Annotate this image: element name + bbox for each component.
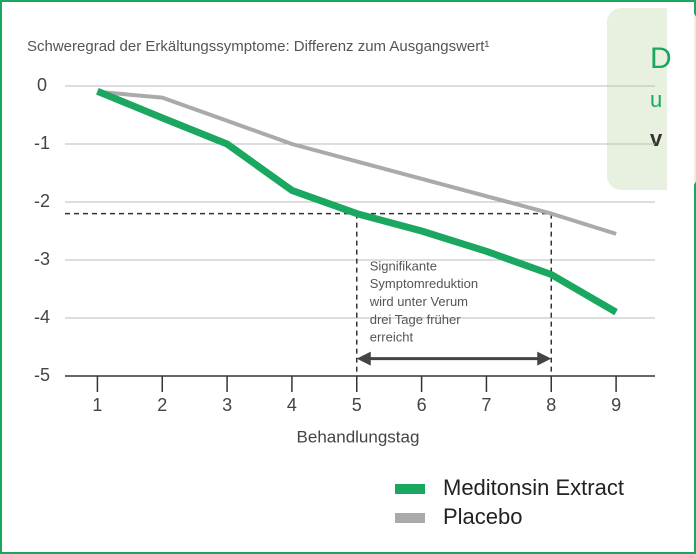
series-line: [96, 87, 618, 316]
arrow-head: [537, 351, 552, 366]
x-tick-label: 7: [481, 395, 491, 415]
x-tick-label: 8: [546, 395, 556, 415]
x-tick-label: 1: [92, 395, 102, 415]
side-panel-text: u: [650, 87, 662, 112]
side-panel-clip: [667, 3, 694, 203]
x-tick-label: 9: [611, 395, 621, 415]
y-tick-label: -5: [34, 365, 50, 385]
legend-label: Meditonsin Extract: [443, 475, 624, 500]
x-tick-label: 5: [352, 395, 362, 415]
annotation-text: wird unter Verum: [369, 294, 468, 309]
x-tick-label: 4: [287, 395, 297, 415]
side-panel-text: v: [650, 126, 663, 151]
legend-swatch: [395, 484, 425, 494]
x-tick-label: 6: [417, 395, 427, 415]
y-tick-label: -2: [34, 191, 50, 211]
legend-swatch: [395, 513, 425, 523]
y-tick-label: -3: [34, 249, 50, 269]
annotation-text: Signifikante: [370, 258, 437, 273]
x-tick-label: 2: [157, 395, 167, 415]
chart-title: Schweregrad der Erkältungssymptome: Diff…: [27, 38, 489, 55]
arrow-head: [356, 351, 371, 366]
annotation-text: erreicht: [370, 330, 414, 345]
side-panel-text: D: [650, 42, 672, 75]
y-tick-label: -4: [34, 307, 50, 327]
x-tick-label: 3: [222, 395, 232, 415]
y-tick-label: 0: [37, 75, 47, 95]
series-line: [97, 89, 617, 236]
y-tick-label: -1: [34, 133, 50, 153]
x-axis-label: Behandlungstag: [297, 427, 420, 446]
legend-label: Placebo: [443, 504, 523, 529]
annotation-text: Symptomreduktion: [370, 276, 478, 291]
annotation-text: drei Tage früher: [370, 312, 461, 327]
